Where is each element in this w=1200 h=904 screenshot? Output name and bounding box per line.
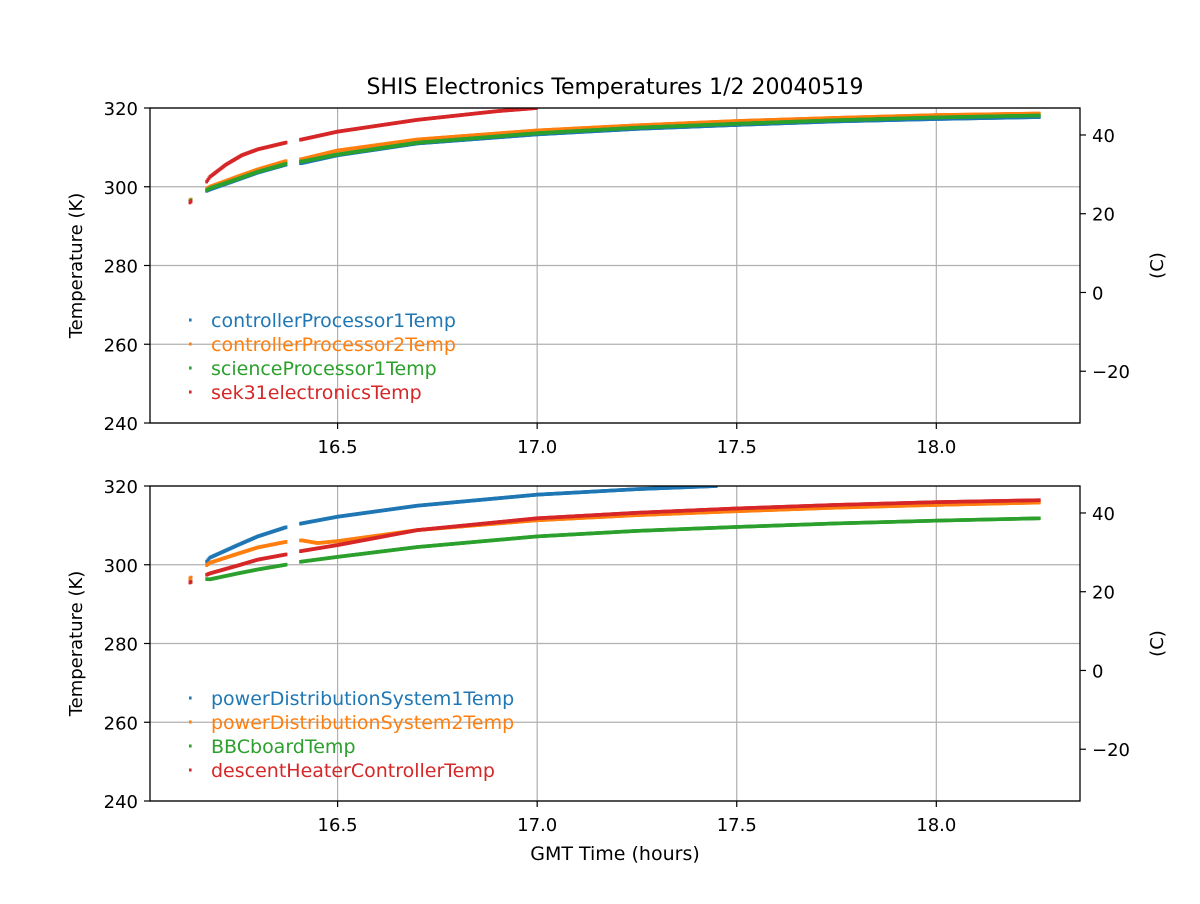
x-tick-label: 17.5 bbox=[717, 437, 757, 458]
y2-tick-label: 0 bbox=[1092, 283, 1103, 304]
y-tick-label: 260 bbox=[104, 335, 138, 356]
data-point bbox=[285, 563, 288, 567]
y-tick-label: 280 bbox=[104, 257, 138, 278]
y-tick-label: 320 bbox=[104, 99, 138, 120]
legend-item: sek31electronicsTemp bbox=[189, 382, 422, 404]
data-point bbox=[285, 141, 288, 145]
data-point bbox=[285, 553, 288, 557]
legend-item: controllerProcessor1Temp bbox=[189, 310, 456, 332]
y-tick-label: 300 bbox=[104, 178, 138, 199]
series-group bbox=[189, 106, 1041, 204]
series-sek31electronicsTemp bbox=[189, 106, 538, 204]
y-axis-right: −20 0 20 40 (C) bbox=[1080, 126, 1168, 383]
figure-title: SHIS Electronics Temperatures 1/2 200405… bbox=[366, 75, 863, 100]
legend-marker bbox=[189, 319, 192, 322]
legend-item: scienceProcessor1Temp bbox=[189, 358, 437, 380]
series-scienceProcessor1Temp bbox=[189, 114, 1041, 203]
legend-label: controllerProcessor1Temp bbox=[211, 310, 456, 332]
data-point bbox=[190, 580, 193, 584]
y-axis-label: Temperature (K) bbox=[66, 193, 87, 340]
y-axis-left: 240 260 280 300 320 Temperature (K) bbox=[66, 99, 150, 435]
x-axis-label: GMT Time (hours) bbox=[530, 843, 700, 865]
data-point bbox=[190, 200, 193, 204]
data-point bbox=[1038, 517, 1041, 521]
series-group bbox=[189, 484, 1041, 584]
x-axis: 16.5 17.0 17.5 18.0 bbox=[318, 423, 957, 458]
legend-item: controllerProcessor2Temp bbox=[189, 334, 456, 356]
legend-marker bbox=[189, 391, 192, 394]
y2-tick-label: −20 bbox=[1092, 362, 1130, 383]
y2-tick-label: 40 bbox=[1092, 126, 1115, 147]
y2-tick-label: 20 bbox=[1092, 205, 1115, 226]
y2-axis-label: (C) bbox=[1147, 252, 1168, 279]
legend: controllerProcessor1TempcontrollerProces… bbox=[189, 310, 456, 404]
data-point bbox=[285, 540, 288, 544]
legend-label: scienceProcessor1Temp bbox=[211, 358, 437, 380]
legend-label: sek31electronicsTemp bbox=[211, 382, 422, 404]
legend-marker bbox=[189, 367, 192, 370]
x-tick-label: 18.0 bbox=[916, 437, 956, 458]
data-point bbox=[285, 525, 288, 529]
chart-panel-1: 16.5 17.0 17.5 18.0 240 260 280 300 320 Temperatu… bbox=[66, 99, 1168, 458]
y-tick-label: 240 bbox=[104, 414, 138, 435]
data-point bbox=[190, 576, 193, 580]
x-tick-label: 17.0 bbox=[517, 437, 557, 458]
x-tick-label: 16.5 bbox=[318, 437, 358, 458]
legend-marker bbox=[189, 343, 192, 346]
data-point bbox=[1038, 114, 1041, 118]
data-point bbox=[285, 162, 288, 166]
legend-label: controllerProcessor2Temp bbox=[211, 334, 456, 356]
